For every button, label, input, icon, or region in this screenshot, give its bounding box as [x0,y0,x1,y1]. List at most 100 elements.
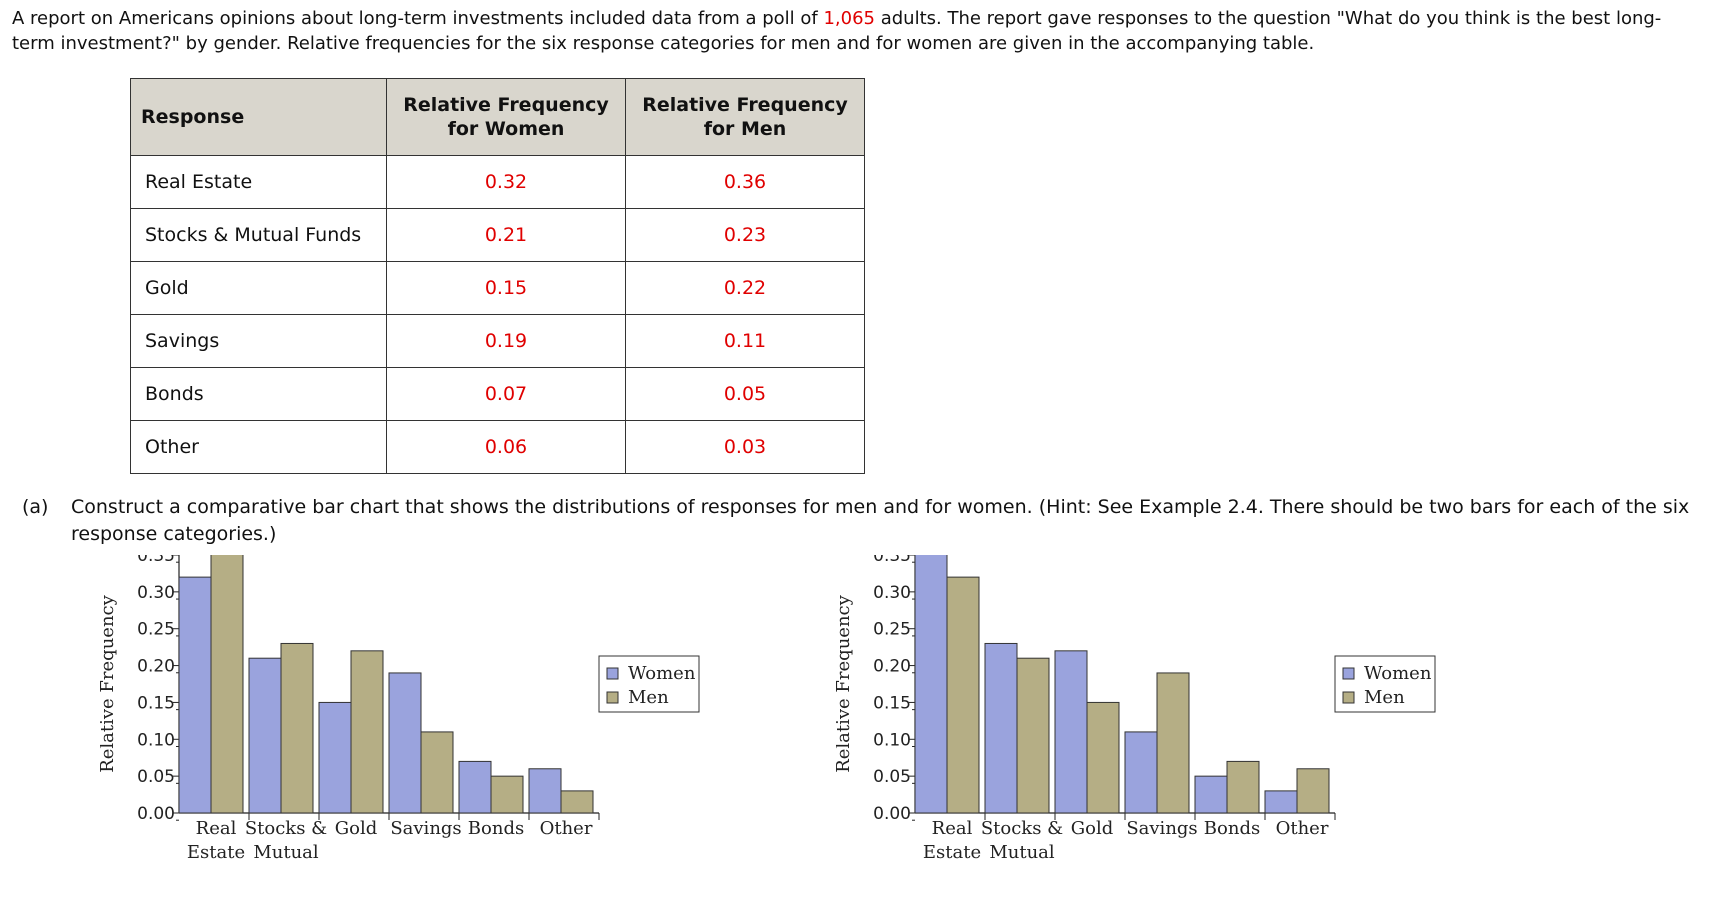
x-tick-label: Mutual [989,842,1055,863]
plot-area: Relative Frequency 0.00 0.05 0.10 0.15 0.20 0.… [836,555,1436,863]
y-tick-label: 0.00 [873,804,911,824]
bar-women [248,657,282,814]
part-a: (a) Construct a comparative bar chart th… [22,494,1689,545]
x-tick-label: Gold [1071,818,1114,839]
cell-response: Savings [130,314,387,368]
cell-men: 0.11 [625,314,865,368]
bar-men [1156,672,1190,814]
table-row: Savings 0.19 0.11 [130,314,865,368]
y-tick-label: 0.25 [873,620,911,640]
cell-response: Gold [130,261,387,315]
problem-intro: A report on Americans opinions about lon… [12,6,1702,56]
legend-label-women: Women [1364,663,1432,684]
x-tick-label: Estate [923,842,981,863]
legend-label-men: Men [1364,687,1405,708]
legend-swatch-men [606,691,619,704]
cell-men: 0.22 [625,261,865,315]
bar-men [560,790,594,814]
x-tick-label: Other [1276,818,1329,839]
bar-men [1086,701,1120,814]
y-tick-label: 0.05 [137,767,175,787]
y-tick-label: 0.05 [873,767,911,787]
intro-text-after: adults. The report gave responses to the… [12,8,1662,54]
x-tick-label: Other [540,818,593,839]
legend-swatch-women [606,667,619,680]
bar-women [1264,790,1298,814]
y-tick-label: 0.25 [137,620,175,640]
table-row: Stocks & Mutual Funds 0.21 0.23 [130,208,865,262]
cell-response: Bonds [130,367,387,421]
cell-men: 0.03 [625,420,865,474]
bar-men [1016,657,1050,814]
x-tick-label: Mutual [253,842,319,863]
bar-men [946,576,980,814]
y-tick-label: 0.30 [873,583,911,603]
bar-men [1226,760,1260,814]
bar-women [318,701,352,814]
bar-women [1054,650,1088,814]
cell-response: Stocks & Mutual Funds [130,208,387,262]
y-tick-label: 0.20 [873,657,911,677]
x-tick-label: Stocks & [981,818,1063,839]
y-tick-label: 0.15 [873,693,911,713]
x-tick-label: Gold [335,818,378,839]
bar-men [350,650,384,814]
bar-men [1296,768,1330,814]
y-tick-label: 0.10 [873,730,911,750]
x-tick-label: Stocks & [245,818,327,839]
bar-women [1124,731,1158,814]
legend-swatch-men [1342,691,1355,704]
chart-option-1[interactable]: Relative Frequency 0.00 0.05 0.10 0.15 0.20 0.… [100,555,800,898]
bar-women [388,672,422,814]
cell-women: 0.21 [386,208,626,262]
y-axis-label: Relative Frequency [100,594,118,772]
cell-men: 0.36 [625,155,865,209]
y-tick-label: 0.35 [873,555,911,566]
bar-men [490,775,524,814]
bar-men [420,731,454,814]
bar-women [914,555,948,814]
plot-area: Relative Frequency 0.00 0.05 0.10 0.15 0.20 0.… [100,555,700,863]
x-tick-label: Estate [187,842,245,863]
legend-swatch-women [1342,667,1355,680]
y-tick-label: 0.10 [137,730,175,750]
y-tick-label: 0.00 [137,804,175,824]
table-row: Gold 0.15 0.22 [130,261,865,315]
header-women: Relative Frequency for Women [386,78,626,156]
header-response: Response [130,78,387,156]
x-tick-label: Bonds [468,818,524,839]
y-axis-label: Relative Frequency [836,594,854,772]
table-row: Other 0.06 0.03 [130,420,865,474]
bar-women [178,576,212,814]
bar-men [280,642,314,814]
y-tick-label: 0.30 [137,583,175,603]
x-tick-label: Real [196,818,237,839]
cell-women: 0.32 [386,155,626,209]
table-row: Real Estate 0.32 0.36 [130,155,865,209]
x-tick-label: Savings [390,818,461,839]
chart-option-2[interactable]: Relative Frequency 0.00 0.05 0.10 0.15 0.20 0.… [836,555,1536,898]
part-a-text: Construct a comparative bar chart that s… [71,496,1690,545]
table-row: Bonds 0.07 0.05 [130,367,865,421]
y-tick-label: 0.15 [137,693,175,713]
x-tick-label: Savings [1126,818,1197,839]
cell-women: 0.07 [386,367,626,421]
frequency-table: Response Relative Frequency for Women Rel… [130,78,865,474]
legend-label-men: Men [628,687,669,708]
x-tick-label: Bonds [1204,818,1260,839]
bar-women [984,642,1018,814]
cell-men: 0.05 [625,367,865,421]
bar-chart-option-2: Relative Frequency 0.00 0.05 0.10 0.15 0.20 0.… [836,555,1436,863]
part-a-label: (a) [22,496,49,518]
x-tick-label: Real [932,818,973,839]
cell-women: 0.15 [386,261,626,315]
y-tick-label: 0.20 [137,657,175,677]
cell-women: 0.19 [386,314,626,368]
bar-women [528,768,562,814]
bar-chart-option-1: Relative Frequency 0.00 0.05 0.10 0.15 0.20 0.… [100,555,700,863]
y-tick-label: 0.35 [137,555,175,566]
table-header-row: Response Relative Frequency for Women Rel… [130,78,865,156]
cell-response: Other [130,420,387,474]
intro-text-before: A report on Americans opinions about lon… [12,8,824,29]
bar-women [458,760,492,814]
